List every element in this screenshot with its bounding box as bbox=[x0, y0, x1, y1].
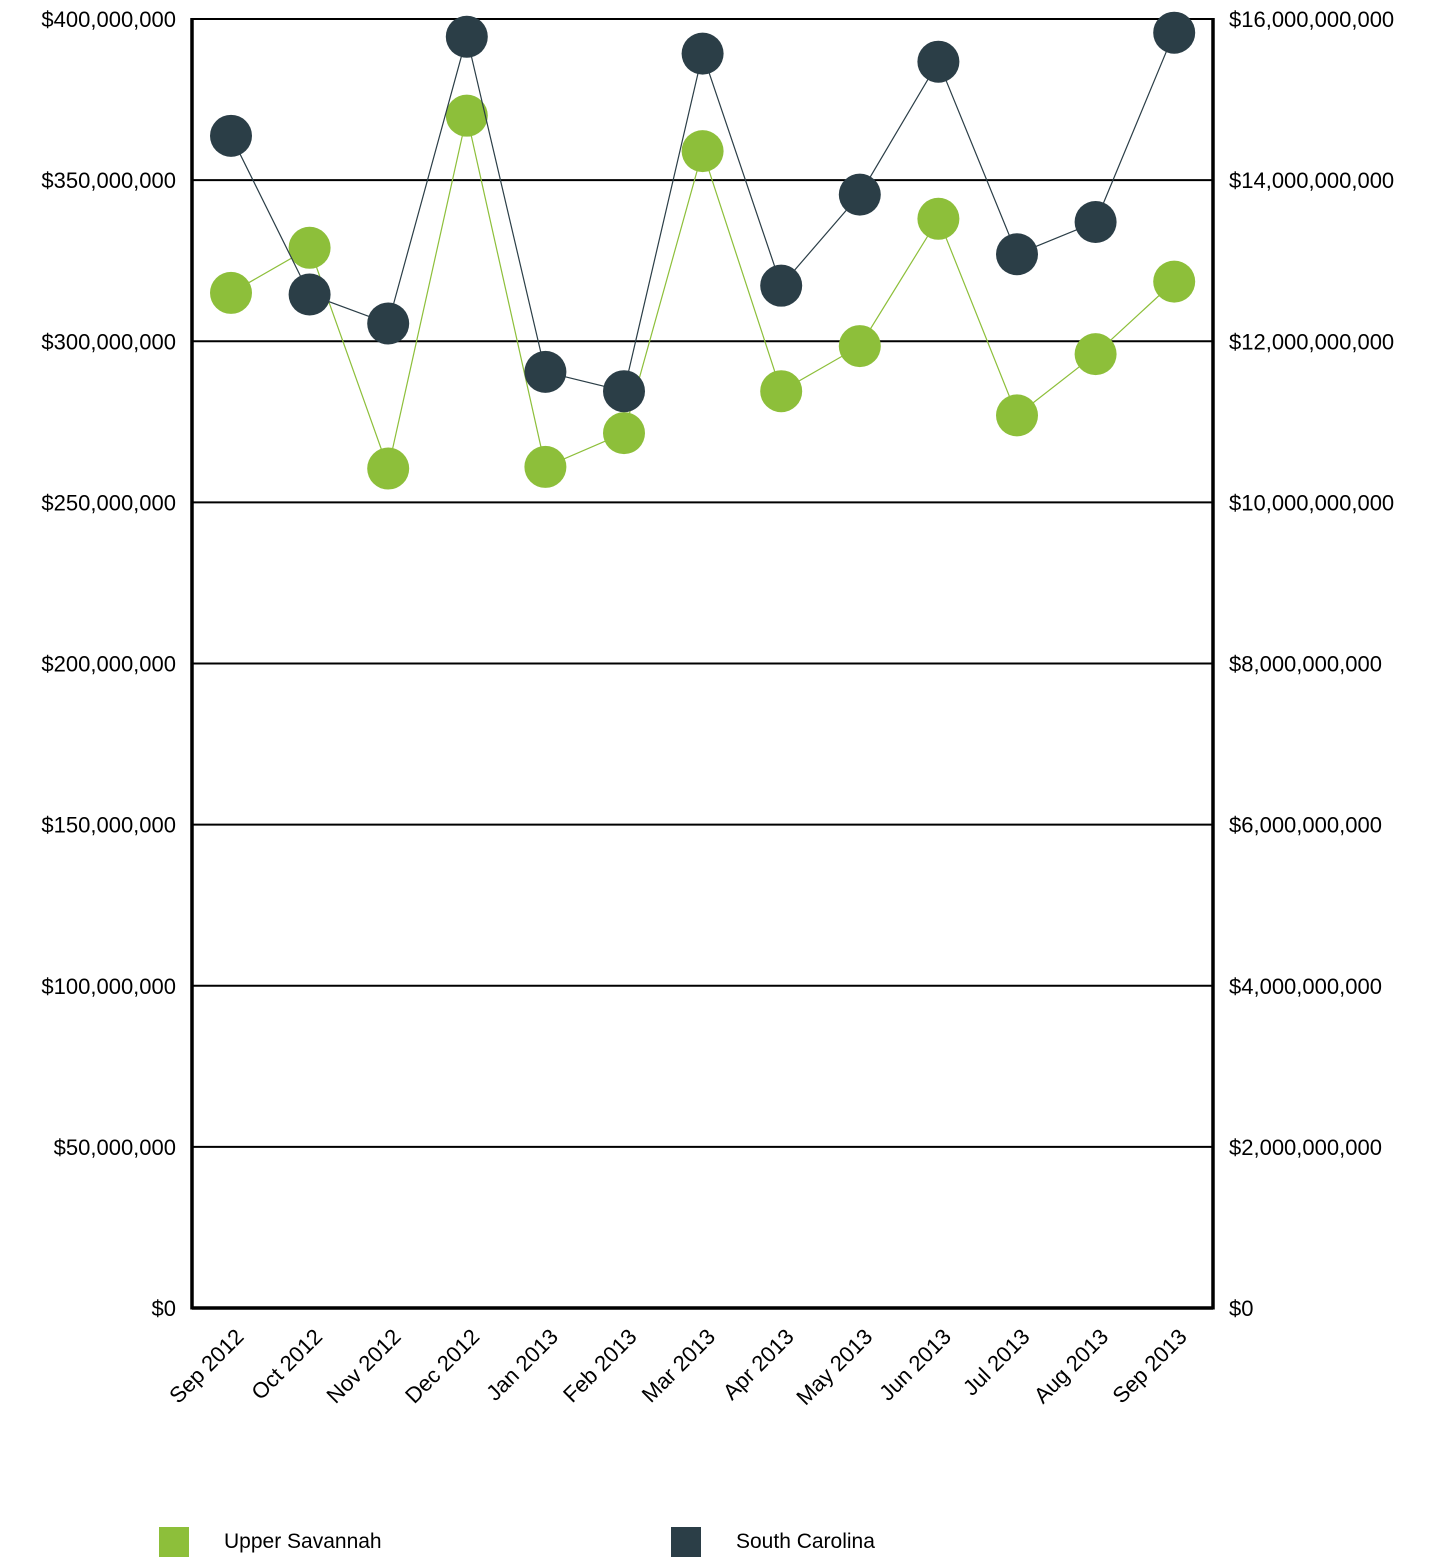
series-south-carolina bbox=[210, 11, 1196, 413]
right-tick-label: $16,000,000,000 bbox=[1229, 7, 1394, 32]
x-tick-label: Jan 2013 bbox=[481, 1324, 563, 1406]
legend-label-upper-savannah: Upper Savannah bbox=[224, 1530, 382, 1553]
x-tick-label: Sep 2012 bbox=[164, 1324, 248, 1408]
right-tick-label: $0 bbox=[1229, 1296, 1253, 1321]
left-tick-label: $150,000,000 bbox=[41, 813, 176, 838]
data-point bbox=[524, 350, 567, 393]
series-upper-savannah bbox=[210, 94, 1196, 490]
data-point bbox=[210, 114, 252, 157]
data-point bbox=[1074, 333, 1117, 376]
data-point bbox=[445, 94, 488, 137]
right-tick-label: $14,000,000,000 bbox=[1229, 168, 1394, 193]
legend-swatch-upper-savannah bbox=[159, 1527, 189, 1557]
data-point bbox=[917, 40, 960, 83]
right-tick-label: $2,000,000,000 bbox=[1229, 1135, 1382, 1160]
left-tick-label: $300,000,000 bbox=[41, 329, 176, 354]
right-tick-label: $4,000,000,000 bbox=[1229, 974, 1382, 999]
left-tick-label: $0 bbox=[152, 1296, 176, 1321]
data-point bbox=[210, 271, 252, 314]
left-tick-label: $400,000,000 bbox=[41, 7, 176, 32]
data-point bbox=[603, 412, 645, 455]
x-tick-label: Dec 2012 bbox=[400, 1324, 484, 1408]
data-point bbox=[1153, 11, 1196, 54]
data-point bbox=[367, 447, 410, 490]
data-point bbox=[681, 32, 724, 75]
legend-label-south-carolina: South Carolina bbox=[736, 1530, 875, 1553]
series bbox=[210, 11, 1196, 490]
data-point bbox=[288, 273, 331, 316]
legend-swatch-south-carolina bbox=[671, 1527, 701, 1557]
left-axis-tick-labels: $0 $50,000,000 $100,000,000 $150,000,000 $20… bbox=[41, 7, 176, 1321]
x-tick-label: Jul 2013 bbox=[958, 1324, 1035, 1401]
axes bbox=[190, 18, 1215, 1310]
legend-item-upper-savannah: Upper Savannah bbox=[159, 1527, 382, 1557]
x-tick-label: Jun 2013 bbox=[874, 1324, 956, 1406]
x-tick-label: Nov 2012 bbox=[321, 1324, 405, 1408]
right-axis-tick-labels: $0 $2,000,000,000 $4,000,000,000 $6,000,000… bbox=[1229, 7, 1394, 1321]
data-point bbox=[445, 15, 488, 58]
data-point bbox=[760, 370, 803, 413]
data-point bbox=[603, 370, 645, 413]
right-tick-label: $10,000,000,000 bbox=[1229, 490, 1394, 515]
legend: Upper Savannah South Carolina bbox=[0, 1527, 1455, 1560]
data-point bbox=[838, 173, 881, 216]
data-point bbox=[681, 130, 724, 173]
left-tick-label: $350,000,000 bbox=[41, 168, 176, 193]
data-point bbox=[367, 302, 410, 345]
right-tick-label: $12,000,000,000 bbox=[1229, 329, 1394, 354]
x-tick-label: May 2013 bbox=[791, 1324, 877, 1410]
data-point bbox=[1074, 201, 1117, 244]
x-tick-label: Mar 2013 bbox=[637, 1324, 720, 1407]
data-point bbox=[760, 264, 803, 307]
data-point bbox=[917, 197, 960, 240]
left-tick-label: $200,000,000 bbox=[41, 652, 176, 677]
data-point bbox=[524, 445, 567, 488]
x-tick-label: Aug 2013 bbox=[1029, 1324, 1113, 1408]
data-point bbox=[288, 226, 331, 269]
line-chart: $0 $50,000,000 $100,000,000 $150,000,000 $20… bbox=[41, 7, 1394, 1410]
x-tick-label: Oct 2012 bbox=[246, 1324, 327, 1405]
x-tick-label: Apr 2013 bbox=[718, 1324, 799, 1405]
gridlines bbox=[192, 179, 1213, 1148]
legend-item-south-carolina: South Carolina bbox=[671, 1527, 875, 1557]
data-point bbox=[838, 325, 881, 368]
data-point bbox=[996, 394, 1038, 437]
data-point bbox=[996, 233, 1038, 276]
left-tick-label: $100,000,000 bbox=[41, 974, 176, 999]
x-tick-label: Feb 2013 bbox=[558, 1324, 641, 1407]
left-tick-label: $50,000,000 bbox=[54, 1135, 176, 1160]
x-tick-label: Sep 2013 bbox=[1107, 1324, 1191, 1408]
right-tick-label: $6,000,000,000 bbox=[1229, 813, 1382, 838]
left-tick-label: $250,000,000 bbox=[41, 490, 176, 515]
data-point bbox=[1153, 260, 1196, 303]
right-tick-label: $8,000,000,000 bbox=[1229, 652, 1382, 677]
